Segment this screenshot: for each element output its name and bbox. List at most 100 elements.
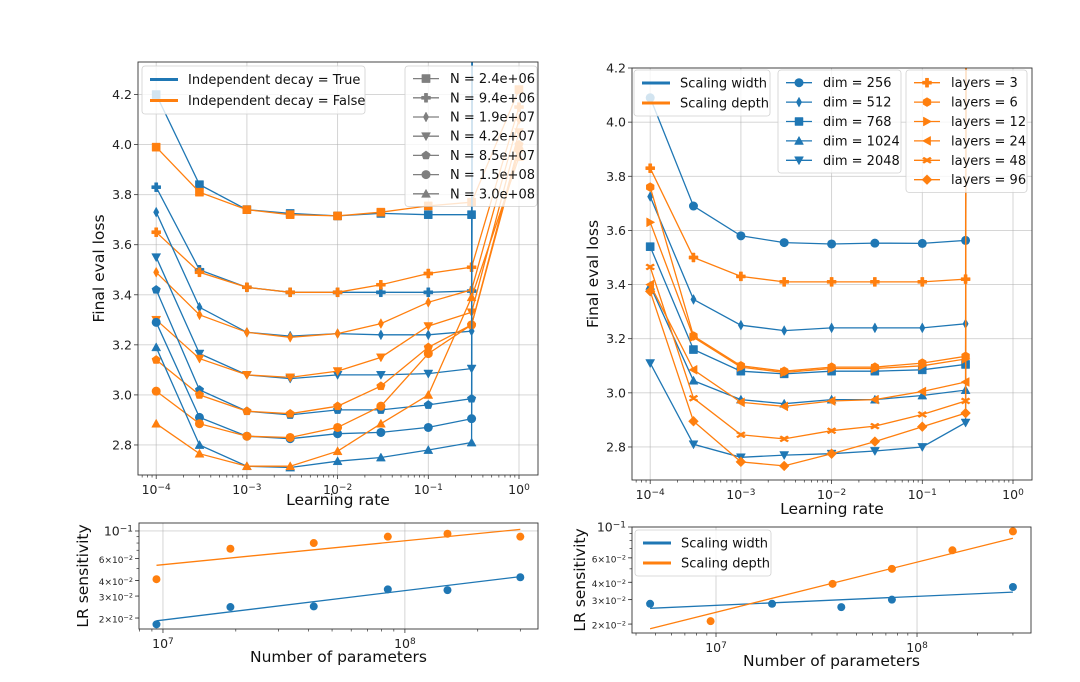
marker-p <box>151 355 161 364</box>
marker-circle <box>688 201 698 211</box>
marker-circle <box>376 401 386 411</box>
marker-^ <box>151 418 162 428</box>
marker-P <box>922 77 932 88</box>
marker-v <box>779 451 790 461</box>
marker-circle <box>194 419 204 429</box>
marker-D <box>826 448 837 460</box>
x-tick-label: 10−1 <box>908 487 937 502</box>
y-tick-label: 2.8 <box>112 437 132 452</box>
x-tick-label: 100 <box>1002 487 1024 502</box>
marker-circle <box>152 620 161 629</box>
legend-box <box>404 65 538 207</box>
marker-v <box>917 443 928 453</box>
marker-circle <box>194 412 204 422</box>
marker-v <box>421 132 431 142</box>
y-tick-label: 3.0 <box>112 387 132 402</box>
legend-label: layers = 6 <box>951 96 1018 111</box>
marker-v <box>194 349 205 359</box>
marker-v <box>794 156 804 166</box>
plot-area <box>152 528 525 629</box>
y-tick-label: 3×10−2 <box>592 595 626 607</box>
legend: Scaling width Scaling depth <box>634 529 772 577</box>
marker-X <box>922 156 932 164</box>
legend-box <box>905 69 1028 193</box>
marker-X <box>688 394 699 402</box>
y-tick-label: 2.8 <box>606 439 626 454</box>
marker-v <box>285 373 296 383</box>
legend: N = 2.4e+06 N = 9.4e+06 N = 1.9e+07 N = 4.2… <box>404 65 538 207</box>
marker-circle <box>151 386 161 396</box>
legend: layers = 3 layers = 6 layers = 12 layers = … <box>905 69 1028 193</box>
marker-circle <box>779 238 789 248</box>
legend-label: dim = 1024 <box>823 134 900 149</box>
y-tick-label: 3.0 <box>606 385 626 400</box>
legend-label: Scaling width <box>681 537 768 552</box>
series-line <box>156 575 521 622</box>
marker-^ <box>285 461 296 471</box>
marker-v <box>375 371 386 380</box>
marker-circle <box>827 239 837 249</box>
marker-X <box>779 435 790 443</box>
marker-s <box>151 142 161 152</box>
marker-s <box>421 74 431 83</box>
marker-X <box>869 422 880 430</box>
marker-> <box>918 360 928 371</box>
marker-circle <box>870 238 880 248</box>
marker-P <box>332 287 343 298</box>
marker-s <box>333 211 342 221</box>
marker-P <box>870 277 880 287</box>
marker-v <box>869 447 880 457</box>
marker-circle <box>646 599 655 608</box>
legend-label: dim = 2048 <box>823 154 900 169</box>
x-tick-label: 107 <box>705 640 727 655</box>
series-line <box>649 68 967 405</box>
marker-circle <box>794 78 804 88</box>
marker-> <box>923 116 933 127</box>
marker-P <box>151 182 161 192</box>
marker-s <box>376 207 386 217</box>
marker-d <box>243 326 250 338</box>
y-tick-label: 3.2 <box>112 337 132 352</box>
legend-label: layers = 96 <box>951 173 1026 188</box>
legend-box <box>777 69 902 174</box>
axes-independent-decay-loss: 10−4 10−3 10−2 10−1 100 2.8 3.0 3.2 3.4 3.6 3.8 4.0… <box>90 61 539 509</box>
marker-X <box>735 431 746 439</box>
x-tick-label: 10−1 <box>414 482 443 497</box>
series-line <box>649 68 967 458</box>
marker-p <box>285 408 295 418</box>
marker-circle <box>242 431 252 441</box>
marker-D <box>644 286 656 297</box>
marker-P <box>779 277 789 287</box>
marker-circle <box>917 238 927 248</box>
x-tick-label: 10−2 <box>817 487 846 502</box>
marker-v <box>688 440 699 450</box>
x-axis-label: Number of parameters <box>250 648 427 666</box>
marker-P <box>376 287 386 298</box>
legend-label: N = 1.9e+07 <box>450 111 535 126</box>
marker-circle <box>151 317 161 327</box>
legend-label: N = 9.4e+06 <box>450 91 535 106</box>
marker-P <box>645 163 655 173</box>
x-tick-label: 108 <box>906 640 928 655</box>
y-tick-label: 10−1 <box>597 520 626 535</box>
marker-d <box>377 329 384 341</box>
marker-v <box>332 367 343 377</box>
marker-s <box>195 180 204 189</box>
x-tick-label: 10−2 <box>323 482 352 497</box>
marker-s <box>285 210 295 219</box>
marker-< <box>735 397 745 408</box>
axes-frame <box>137 61 539 476</box>
marker-v <box>960 418 971 428</box>
marker-< <box>917 386 927 397</box>
marker-d <box>796 96 802 108</box>
marker-> <box>689 332 699 343</box>
marker-p <box>194 390 205 399</box>
x-tick-label: 10−4 <box>142 482 171 497</box>
y-tick-label: 3.4 <box>112 287 132 302</box>
marker-v <box>423 322 434 332</box>
y-tick-label: 2×10−2 <box>592 620 626 632</box>
marker-circle <box>1008 582 1017 591</box>
marker-circle <box>421 170 431 180</box>
marker-< <box>779 401 789 412</box>
